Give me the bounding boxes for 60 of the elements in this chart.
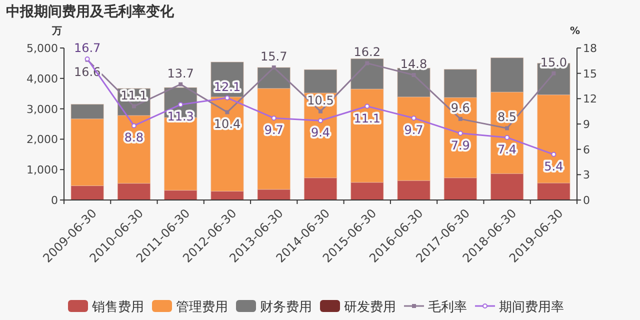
y-axis-title: 万 bbox=[51, 26, 62, 37]
point bbox=[552, 71, 556, 76]
data-label: 9.6 bbox=[450, 100, 470, 115]
point bbox=[225, 110, 230, 114]
point bbox=[365, 61, 370, 66]
y2-axis-title: % bbox=[570, 26, 580, 37]
point bbox=[318, 109, 322, 114]
data-label: 16.2 bbox=[354, 45, 380, 60]
data-label: 11.1 bbox=[120, 88, 148, 102]
data-label: 7.4 bbox=[498, 142, 517, 157]
point bbox=[131, 123, 136, 128]
point bbox=[224, 95, 230, 100]
point bbox=[132, 104, 136, 108]
legend-label: 管理费用 bbox=[176, 300, 228, 315]
point bbox=[458, 130, 463, 136]
y-tick-label: 5,000 bbox=[26, 42, 58, 55]
point bbox=[505, 126, 510, 130]
legend-label: 财务费用 bbox=[260, 300, 312, 315]
point bbox=[318, 118, 323, 124]
chart-title: 中报期间费用及毛利率变化 bbox=[6, 3, 175, 20]
point bbox=[411, 116, 416, 121]
point bbox=[458, 116, 462, 121]
y2-tick-label: 15 bbox=[583, 67, 597, 80]
data-label: 9.4 bbox=[310, 126, 330, 140]
point bbox=[178, 102, 184, 108]
y2-tick-label: 9 bbox=[583, 118, 590, 131]
data-label: 14.8 bbox=[400, 57, 428, 72]
data-label: 10.4 bbox=[214, 117, 241, 132]
y2-tick-label: 6 bbox=[583, 143, 590, 156]
data-label: 8.5 bbox=[498, 110, 517, 124]
y-tick-label: 3,000 bbox=[26, 102, 58, 116]
point bbox=[412, 73, 416, 78]
y-tick-label: 1,000 bbox=[26, 164, 58, 177]
point bbox=[551, 152, 556, 157]
point bbox=[272, 65, 276, 70]
y-tick-label: 2,000 bbox=[26, 133, 58, 146]
legend-label: 研发费用 bbox=[344, 300, 396, 315]
y-tick-label: 4,000 bbox=[26, 72, 58, 86]
point bbox=[178, 82, 183, 86]
data-label: 15.7 bbox=[260, 49, 288, 64]
point bbox=[364, 104, 370, 109]
data-label: 9.7 bbox=[264, 123, 284, 138]
legend-label: 销售费用 bbox=[91, 300, 144, 315]
data-label: 12.1 bbox=[214, 80, 241, 94]
y2-tick-label: 12 bbox=[583, 92, 597, 106]
data-label: 5.4 bbox=[544, 159, 564, 174]
data-label: 9.7 bbox=[404, 123, 424, 138]
data-label: 16.7 bbox=[74, 40, 101, 55]
data-label: 13.7 bbox=[167, 66, 194, 80]
legend-label: 毛利率 bbox=[428, 299, 467, 315]
y2-tick-label: 3 bbox=[583, 168, 590, 182]
y-tick-label: 0 bbox=[51, 194, 58, 207]
data-label: 11.1 bbox=[354, 111, 380, 126]
data-label: 7.9 bbox=[450, 138, 470, 152]
y2-tick-label: 0 bbox=[583, 194, 590, 207]
data-label: 8.8 bbox=[124, 130, 144, 145]
y2-tick-label: 18 bbox=[583, 42, 597, 55]
point bbox=[504, 135, 510, 140]
point bbox=[271, 116, 276, 121]
legend-label: 期间费用率 bbox=[499, 299, 564, 315]
